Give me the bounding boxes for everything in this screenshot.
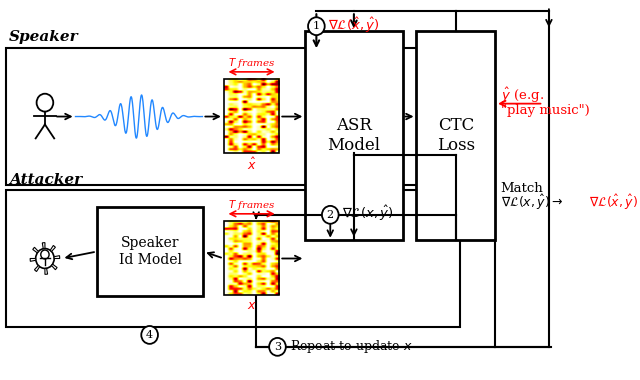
Polygon shape [51, 264, 57, 270]
Bar [417, 31, 495, 240]
Text: 2: 2 [326, 210, 334, 220]
Text: Speaker
Id Model: Speaker Id Model [118, 236, 182, 267]
Polygon shape [33, 247, 38, 253]
Circle shape [41, 250, 49, 259]
Circle shape [308, 17, 324, 35]
Text: 1: 1 [313, 21, 320, 31]
Polygon shape [45, 268, 47, 274]
Text: Repeat to update $x$: Repeat to update $x$ [289, 338, 412, 355]
Bar [224, 221, 279, 295]
Text: "play music"): "play music") [500, 104, 589, 117]
Polygon shape [50, 245, 56, 252]
Polygon shape [54, 256, 60, 258]
Bar [6, 190, 460, 327]
Bar [224, 79, 279, 153]
Text: $\nabla\mathcal{L}(x, \hat{y})$: $\nabla\mathcal{L}(x, \hat{y})$ [342, 204, 394, 223]
Circle shape [141, 326, 158, 344]
Text: Attacker: Attacker [9, 173, 82, 187]
Text: $\hat{y}$ (e.g.: $\hat{y}$ (e.g. [500, 86, 544, 105]
Text: 4: 4 [146, 330, 153, 340]
Text: $T$ frames: $T$ frames [228, 198, 275, 212]
Bar [305, 31, 403, 240]
Text: $\nabla\mathcal{L}(\hat{x}, \hat{y})$: $\nabla\mathcal{L}(\hat{x}, \hat{y})$ [589, 193, 637, 212]
Bar [97, 207, 204, 296]
Circle shape [322, 206, 339, 224]
Polygon shape [30, 258, 36, 261]
Text: ASR
Model: ASR Model [328, 117, 380, 154]
Text: Match: Match [500, 182, 543, 195]
Text: $\hat{x}$: $\hat{x}$ [246, 157, 257, 173]
Circle shape [269, 338, 286, 356]
Polygon shape [42, 242, 45, 249]
Circle shape [36, 94, 53, 112]
Text: $x$: $x$ [246, 299, 257, 312]
Text: $\nabla\mathcal{L}(x, \hat{y}) \rightarrow$: $\nabla\mathcal{L}(x, \hat{y}) \rightarr… [500, 193, 563, 212]
Polygon shape [35, 266, 40, 272]
Text: 3: 3 [274, 342, 281, 352]
Text: Speaker: Speaker [9, 30, 79, 44]
Bar [6, 48, 460, 185]
Text: CTC
Loss: CTC Loss [436, 117, 475, 154]
Circle shape [36, 249, 54, 268]
Text: $T$ frames: $T$ frames [228, 56, 275, 70]
Text: $\nabla\mathcal{L}(\hat{x}, \hat{y})$: $\nabla\mathcal{L}(\hat{x}, \hat{y})$ [328, 16, 380, 35]
